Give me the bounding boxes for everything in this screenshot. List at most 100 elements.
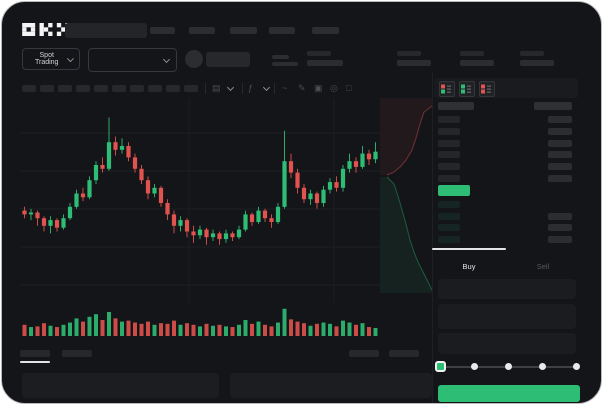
orderbook-toolbar xyxy=(434,78,578,98)
ask-price-skeleton xyxy=(438,163,460,171)
orders-filter[interactable] xyxy=(389,350,419,357)
ask-amount-skeleton xyxy=(548,151,572,159)
interval-button[interactable] xyxy=(130,85,144,92)
interval-button[interactable] xyxy=(166,85,180,92)
orderbook-bids-icon[interactable] xyxy=(459,81,475,97)
bid-amount-skeleton xyxy=(548,224,572,232)
ask-row[interactable] xyxy=(432,115,580,124)
market-type-selector[interactable]: Spot Trading xyxy=(22,48,80,70)
orderbook xyxy=(432,98,580,248)
bid-row[interactable] xyxy=(432,235,580,244)
slider-handle[interactable] xyxy=(434,360,446,372)
pair-selector[interactable] xyxy=(88,48,177,72)
last-price-highlight[interactable] xyxy=(438,185,470,196)
interval-button[interactable] xyxy=(22,85,36,92)
chevron-down-icon xyxy=(162,55,171,63)
buy-tab-underline xyxy=(432,248,506,250)
amount-slider[interactable] xyxy=(432,358,584,376)
slider-stop[interactable] xyxy=(572,363,580,370)
orders-filter[interactable] xyxy=(349,350,379,357)
nav-item-skeleton[interactable] xyxy=(312,27,339,34)
total-field[interactable] xyxy=(438,333,576,354)
bid-amount-skeleton xyxy=(548,212,572,220)
toolbar-divider xyxy=(274,83,275,94)
fullscreen-icon[interactable]: □ xyxy=(346,83,352,93)
depth-chart[interactable] xyxy=(380,98,432,293)
line-tool-icon[interactable]: ~ xyxy=(282,83,288,93)
price-skeleton xyxy=(272,55,289,59)
ask-amount-skeleton xyxy=(548,163,572,171)
pair-name-skeleton[interactable] xyxy=(206,52,250,67)
ask-row[interactable] xyxy=(432,150,580,159)
search-input[interactable] xyxy=(65,23,147,38)
ask-price-skeleton xyxy=(438,116,460,123)
orders-content-block xyxy=(230,373,432,398)
amount-field[interactable] xyxy=(438,304,576,329)
bid-price-skeleton xyxy=(438,224,460,232)
chevron-down-icon xyxy=(67,54,75,62)
orders-content-block xyxy=(22,373,219,398)
nav-item-skeleton[interactable] xyxy=(150,27,175,34)
indicators-icon[interactable]: ƒ xyxy=(248,83,254,93)
nav-item-skeleton[interactable] xyxy=(230,27,257,34)
bid-row[interactable] xyxy=(432,212,580,221)
ask-amount-skeleton xyxy=(548,127,572,135)
orders-tab[interactable] xyxy=(62,350,92,357)
pair-icon xyxy=(185,50,203,68)
buy-submit-button[interactable] xyxy=(438,385,580,402)
tab-buy[interactable]: Buy xyxy=(462,262,476,271)
ask-price-skeleton xyxy=(438,151,460,159)
orderbook-header-skeleton xyxy=(534,102,572,110)
interval-button[interactable] xyxy=(76,85,90,92)
ask-row[interactable] xyxy=(432,139,580,148)
interval-button[interactable] xyxy=(184,85,198,92)
interval-button[interactable] xyxy=(40,85,54,92)
toolbar-divider xyxy=(242,83,243,94)
ask-amount-skeleton xyxy=(548,175,572,182)
tab-sell[interactable]: Sell xyxy=(536,262,550,271)
settings-icon[interactable]: ◎ xyxy=(330,83,338,93)
ask-row[interactable] xyxy=(432,127,580,136)
stat-value-skeleton xyxy=(520,60,554,66)
chart-toolbar: ▤ ƒ ~ ✎ ▣ ◎ □ xyxy=(22,83,412,95)
interval-button[interactable] xyxy=(58,85,72,92)
interval-button[interactable] xyxy=(112,85,126,92)
bid-price-skeleton xyxy=(438,212,460,220)
stat-value-skeleton xyxy=(307,60,343,66)
toolbar-divider xyxy=(205,83,206,94)
nav-item-skeleton[interactable] xyxy=(189,27,215,34)
screenshot-icon[interactable]: ▣ xyxy=(314,83,323,93)
stat-value-skeleton xyxy=(397,60,431,66)
slider-stop[interactable] xyxy=(538,363,546,370)
orders-tab-active[interactable] xyxy=(20,350,50,357)
bid-row[interactable] xyxy=(432,223,580,232)
slider-stop[interactable] xyxy=(504,363,512,370)
draw-icon[interactable]: ✎ xyxy=(298,83,306,93)
interval-button[interactable] xyxy=(94,85,108,92)
orderbook-both-icon[interactable] xyxy=(439,81,455,97)
ask-price-skeleton xyxy=(438,139,460,147)
slider-stop[interactable] xyxy=(470,363,478,370)
stat-label-skeleton xyxy=(307,51,331,56)
trade-tabs: Buy Sell xyxy=(432,248,580,272)
stat-value-skeleton xyxy=(460,60,494,66)
chevron-down-icon[interactable] xyxy=(226,83,235,92)
orderbook-asks-icon[interactable] xyxy=(479,81,495,97)
stat-label-skeleton xyxy=(520,51,544,56)
ask-price-skeleton xyxy=(438,127,460,135)
bid-row[interactable] xyxy=(432,200,580,209)
chevron-down-icon[interactable] xyxy=(262,83,271,92)
okx-logo xyxy=(22,23,70,36)
nav-item-skeleton[interactable] xyxy=(269,27,295,34)
price-field[interactable] xyxy=(438,279,576,299)
candlestick-chart[interactable] xyxy=(20,98,380,338)
interval-button[interactable] xyxy=(148,85,162,92)
stat-label-skeleton xyxy=(397,51,421,56)
orderbook-header-skeleton xyxy=(438,102,474,110)
panel-divider xyxy=(432,72,433,403)
chart-type-icon[interactable]: ▤ xyxy=(212,83,221,93)
ask-row[interactable] xyxy=(432,174,580,183)
bid-price-skeleton xyxy=(438,201,460,208)
ask-row[interactable] xyxy=(432,162,580,171)
ask-price-skeleton xyxy=(438,175,460,182)
